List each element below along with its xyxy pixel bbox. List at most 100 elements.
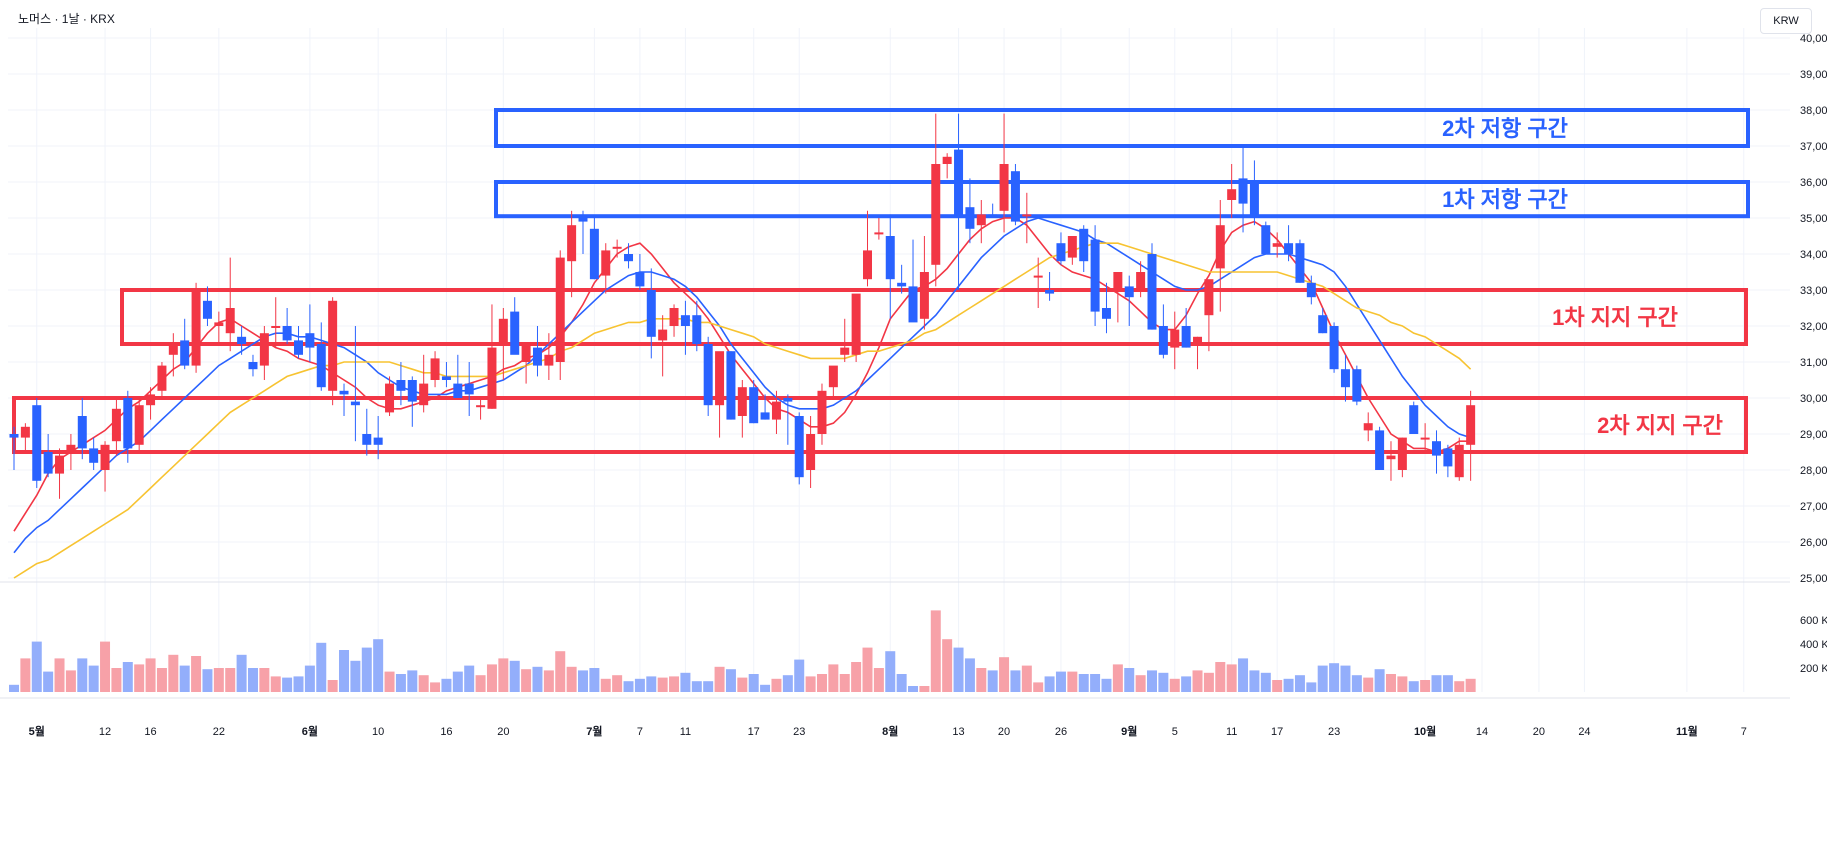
candle-body[interactable] bbox=[703, 344, 713, 406]
zone-box[interactable] bbox=[120, 288, 1748, 346]
candle-body[interactable] bbox=[885, 236, 895, 280]
candle-body[interactable] bbox=[1215, 225, 1225, 269]
candle-body[interactable] bbox=[897, 282, 907, 287]
candle-body[interactable] bbox=[1409, 405, 1419, 434]
candle-body[interactable] bbox=[282, 326, 292, 341]
candle-body[interactable] bbox=[1363, 423, 1373, 431]
candle-body[interactable] bbox=[510, 311, 520, 355]
candle-body[interactable] bbox=[453, 383, 463, 398]
candle-body[interactable] bbox=[168, 344, 178, 355]
candle-body[interactable] bbox=[1113, 272, 1123, 290]
candle-body[interactable] bbox=[1170, 329, 1180, 348]
candle-body[interactable] bbox=[1033, 275, 1043, 278]
candle-body[interactable] bbox=[407, 380, 417, 402]
candle-body[interactable] bbox=[1295, 243, 1305, 283]
candle-body[interactable] bbox=[1375, 430, 1385, 470]
candle-body[interactable] bbox=[931, 164, 941, 265]
candle-body[interactable] bbox=[965, 207, 975, 229]
candle-body[interactable] bbox=[1067, 236, 1077, 258]
candle-body[interactable] bbox=[715, 351, 725, 406]
candle-body[interactable] bbox=[976, 214, 986, 226]
candle-body[interactable] bbox=[1022, 214, 1032, 217]
candle-body[interactable] bbox=[1284, 243, 1294, 254]
candle-body[interactable] bbox=[20, 426, 30, 438]
candle-body[interactable] bbox=[726, 351, 736, 420]
candle-body[interactable] bbox=[1045, 290, 1055, 294]
candle-body[interactable] bbox=[271, 326, 281, 328]
candle-body[interactable] bbox=[532, 347, 542, 366]
candle-body[interactable] bbox=[954, 149, 964, 218]
candle-body[interactable] bbox=[1272, 243, 1282, 247]
candle-body[interactable] bbox=[77, 416, 87, 449]
candle-body[interactable] bbox=[1352, 369, 1362, 402]
candle-body[interactable] bbox=[430, 358, 440, 380]
candle-body[interactable] bbox=[680, 315, 690, 326]
candle-body[interactable] bbox=[464, 383, 474, 395]
candle-body[interactable] bbox=[66, 444, 76, 452]
candle-body[interactable] bbox=[180, 340, 190, 366]
candle-body[interactable] bbox=[1101, 308, 1111, 319]
candle-body[interactable] bbox=[692, 315, 702, 344]
candle-body[interactable] bbox=[362, 434, 372, 445]
candle-body[interactable] bbox=[1306, 282, 1316, 298]
candle-body[interactable] bbox=[737, 387, 747, 416]
candle-body[interactable] bbox=[749, 387, 759, 424]
candle-body[interactable] bbox=[385, 383, 395, 413]
candle-body[interactable] bbox=[43, 452, 53, 474]
candle-body[interactable] bbox=[863, 250, 872, 280]
candle-body[interactable] bbox=[601, 250, 611, 276]
candle-body[interactable] bbox=[441, 376, 451, 380]
candle-body[interactable] bbox=[305, 333, 315, 348]
currency-button[interactable]: KRW bbox=[1760, 8, 1812, 34]
candle-body[interactable] bbox=[1329, 326, 1339, 370]
price-pane[interactable] bbox=[8, 28, 1790, 580]
candle-body[interactable] bbox=[1147, 254, 1157, 330]
candle-body[interactable] bbox=[1261, 225, 1271, 254]
candle-body[interactable] bbox=[214, 322, 224, 326]
zone-box[interactable] bbox=[494, 180, 1750, 219]
candle-body[interactable] bbox=[999, 164, 1009, 211]
candle-body[interactable] bbox=[100, 444, 110, 470]
candle-body[interactable] bbox=[624, 254, 634, 262]
candle-body[interactable] bbox=[771, 401, 781, 420]
candle-body[interactable] bbox=[1238, 178, 1248, 204]
candle-body[interactable] bbox=[794, 416, 804, 478]
candle-body[interactable] bbox=[350, 401, 360, 406]
candle-body[interactable] bbox=[1466, 405, 1476, 445]
candle-body[interactable] bbox=[1090, 239, 1100, 312]
candle-body[interactable] bbox=[32, 405, 42, 481]
candle-body[interactable] bbox=[1454, 444, 1464, 478]
candle-body[interactable] bbox=[874, 232, 884, 235]
candle-body[interactable] bbox=[1204, 279, 1214, 316]
candle-body[interactable] bbox=[635, 272, 645, 287]
candle-body[interactable] bbox=[1193, 336, 1203, 344]
candle-body[interactable] bbox=[396, 380, 406, 391]
candle-body[interactable] bbox=[89, 448, 99, 463]
candle-body[interactable] bbox=[567, 225, 577, 262]
candle-body[interactable] bbox=[1318, 315, 1328, 334]
candle-body[interactable] bbox=[817, 390, 827, 434]
candle-body[interactable] bbox=[1010, 171, 1020, 222]
candle-body[interactable] bbox=[328, 300, 338, 391]
candle-body[interactable] bbox=[760, 412, 770, 420]
candle-body[interactable] bbox=[1340, 369, 1350, 388]
candle-body[interactable] bbox=[419, 383, 429, 406]
candle-body[interactable] bbox=[589, 228, 599, 280]
candle-body[interactable] bbox=[544, 354, 554, 366]
candle-body[interactable] bbox=[1432, 441, 1441, 456]
candle-body[interactable] bbox=[521, 344, 531, 362]
candle-body[interactable] bbox=[806, 434, 816, 470]
candle-body[interactable] bbox=[1124, 286, 1134, 298]
candle-body[interactable] bbox=[55, 455, 65, 474]
candle-body[interactable] bbox=[111, 408, 121, 442]
candle-body[interactable] bbox=[669, 308, 679, 326]
candle-body[interactable] bbox=[942, 156, 952, 164]
candle-body[interactable] bbox=[202, 300, 212, 319]
zone-box[interactable] bbox=[494, 108, 1750, 148]
candle-body[interactable] bbox=[248, 362, 258, 370]
candle-body[interactable] bbox=[1420, 437, 1430, 440]
candle-body[interactable] bbox=[851, 293, 861, 355]
candle-body[interactable] bbox=[783, 398, 793, 402]
candle-body[interactable] bbox=[919, 272, 929, 319]
